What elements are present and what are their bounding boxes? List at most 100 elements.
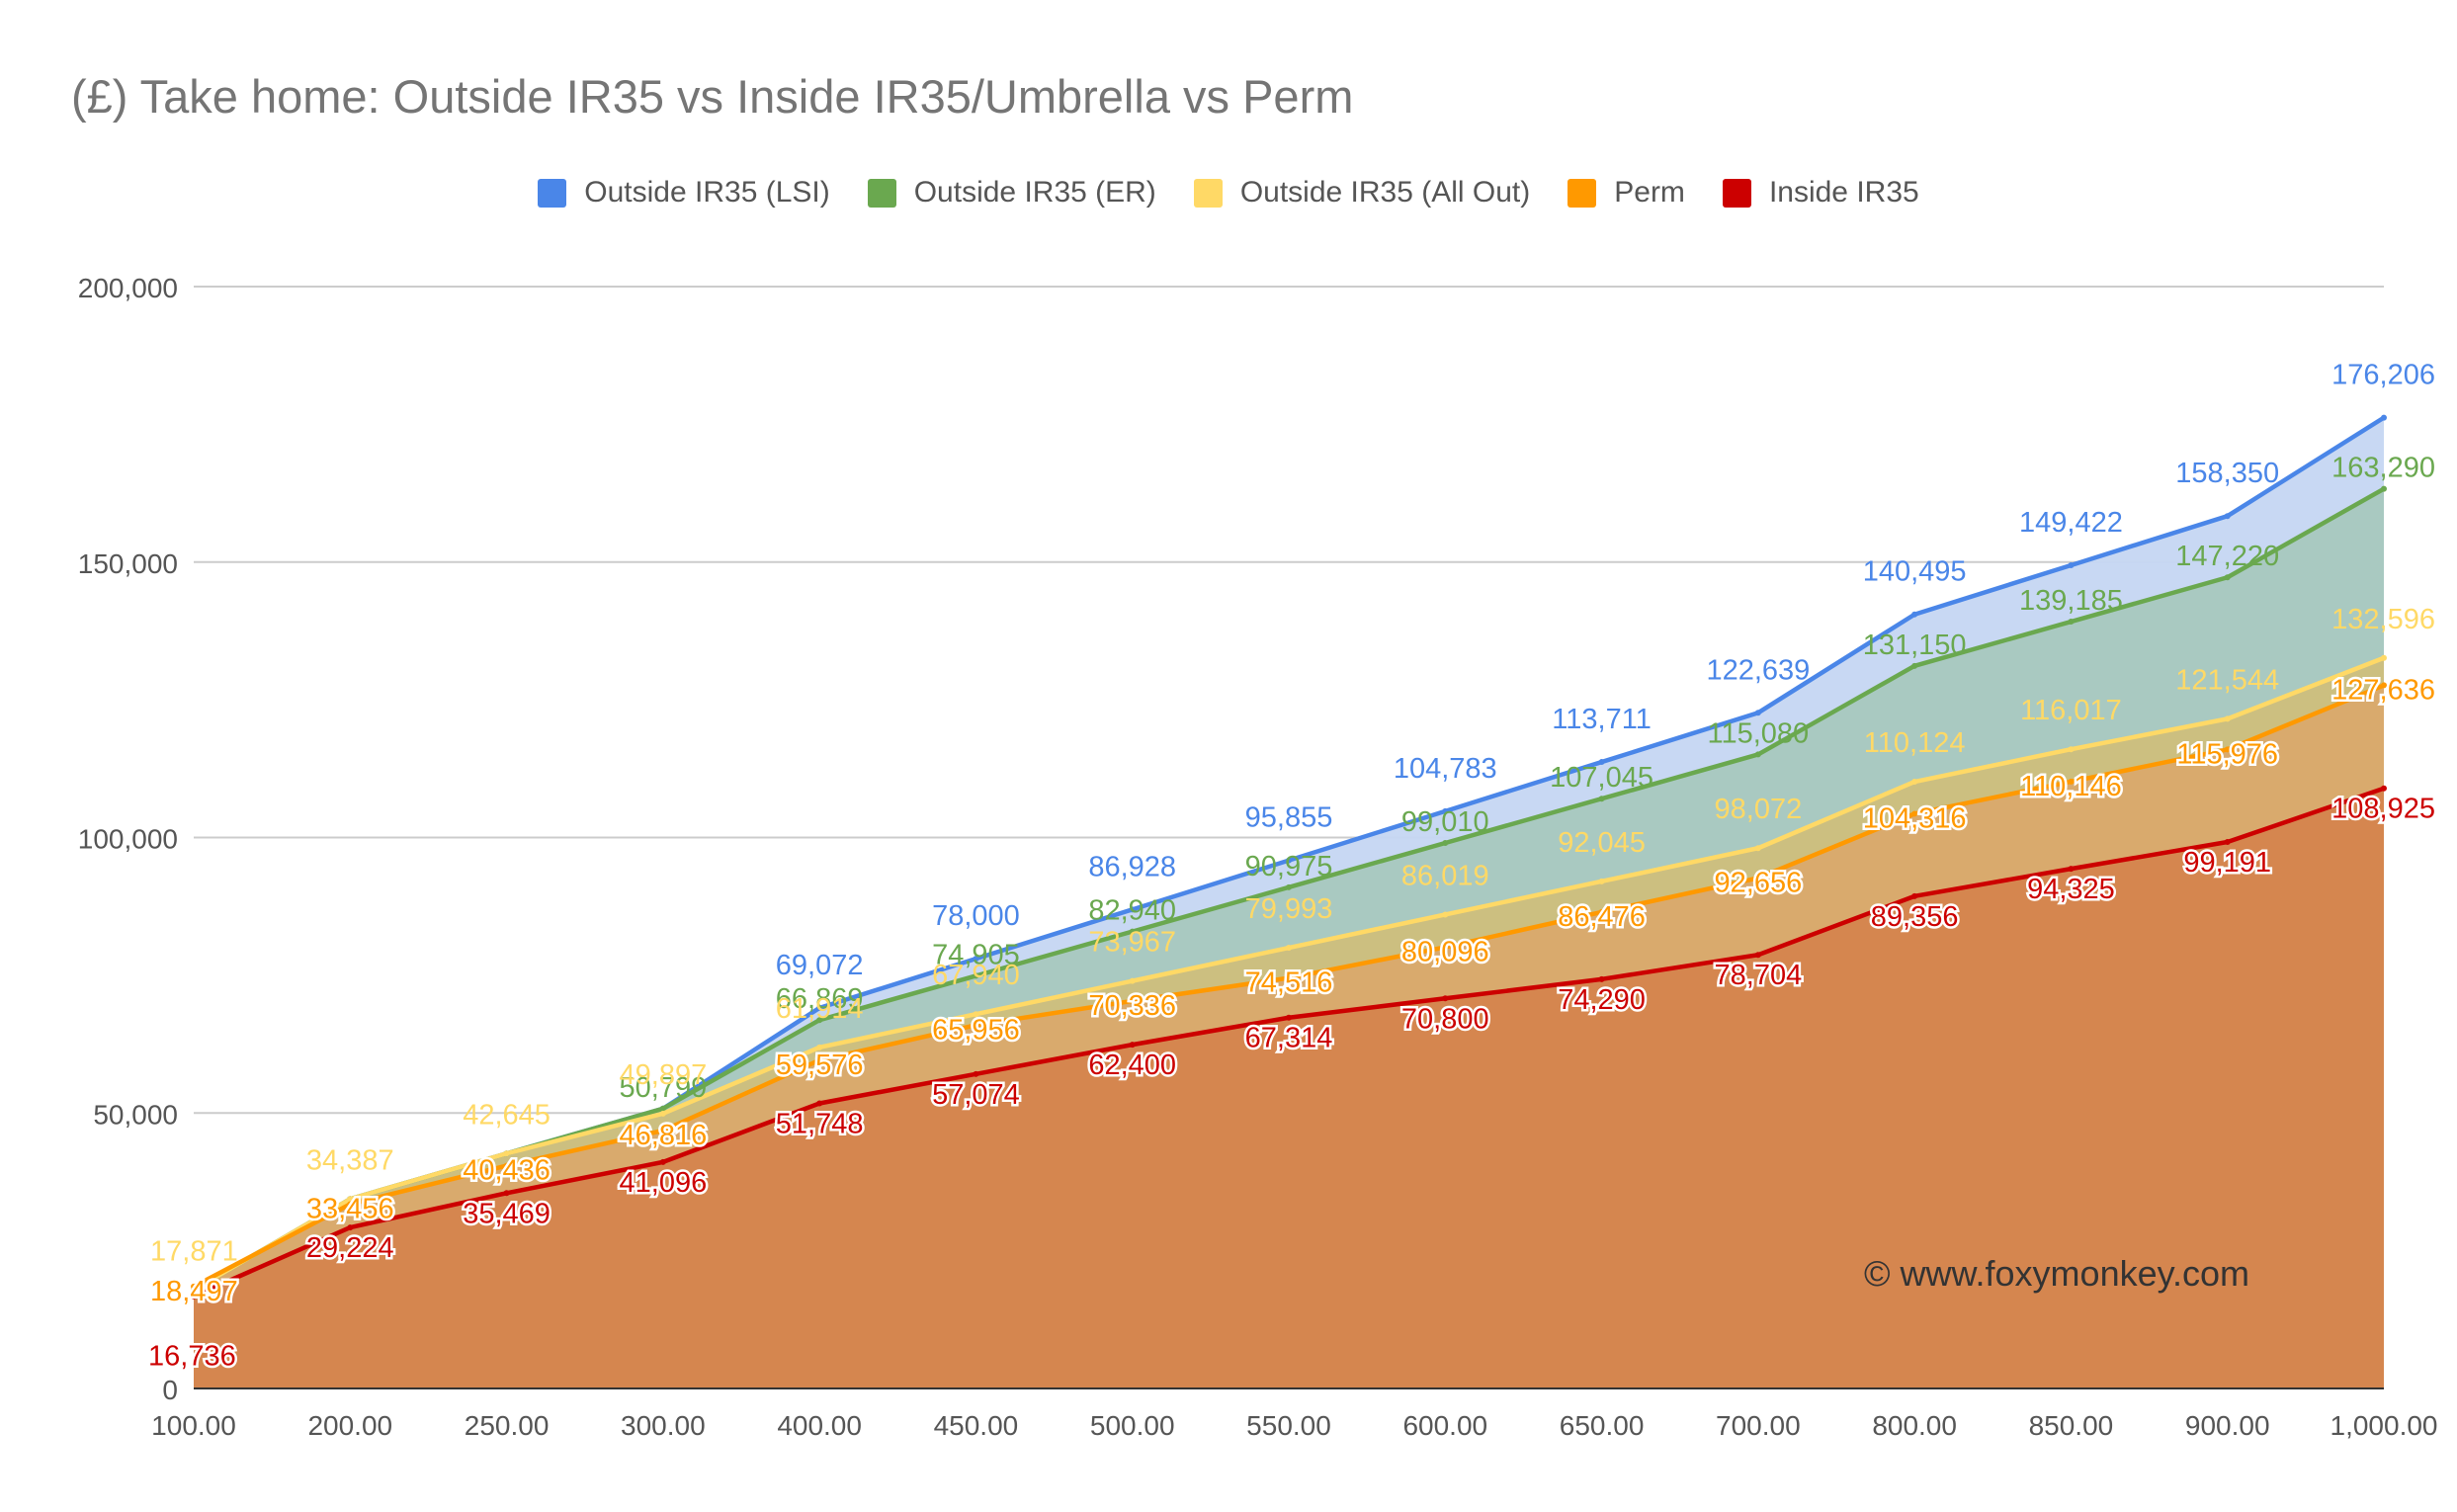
data-point (1598, 796, 1605, 802)
data-point (2068, 746, 2075, 753)
x-tick-label: 100.00 (151, 1410, 236, 1441)
data-label: 98,072 (1715, 794, 1803, 825)
data-point (659, 1128, 666, 1134)
label-layer: 69,072 78,000 86,928 95,855 104,783 113,711 12… (146, 360, 2438, 1376)
x-tick-label: 850.00 (2029, 1410, 2114, 1441)
data-point (659, 1105, 666, 1112)
data-label: 113,711 (1552, 704, 1652, 735)
data-point (2068, 866, 2075, 873)
data-point (973, 972, 979, 979)
x-tick-label: 550.00 (1246, 1410, 1331, 1441)
x-tick-label: 500.00 (1090, 1410, 1175, 1441)
data-label: 127,636 (2331, 674, 2435, 706)
data-label: 73,967 (1088, 927, 1176, 959)
data-label: 99,191 (2183, 847, 2271, 879)
data-label: 147,220 (2175, 541, 2279, 572)
data-point (973, 1011, 979, 1018)
data-point (1286, 857, 1292, 864)
data-label: 41,096 (620, 1167, 708, 1199)
data-label: 51,748 (776, 1109, 864, 1140)
data-label: 122,639 (1706, 654, 1810, 686)
legend-swatch-outside-lsi (538, 178, 567, 208)
data-point (1754, 845, 1761, 852)
data-point (1442, 995, 1449, 1002)
x-tick-label: 1,000.00 (2330, 1410, 2438, 1441)
legend-label-outside-all-out: Outside IR35 (All Out) (1239, 176, 1531, 209)
data-label: 108,925 (2331, 794, 2435, 825)
data-label: 74,516 (1245, 967, 1333, 999)
data-label: 110,124 (1864, 727, 1966, 759)
legend-label-inside-ir35: Inside IR35 (1768, 176, 1919, 209)
data-label: 132,596 (2331, 604, 2435, 635)
data-point (191, 1293, 197, 1300)
x-tick-label: 400.00 (777, 1410, 862, 1441)
data-point (2068, 561, 2075, 568)
x-tick-label: 600.00 (1402, 1410, 1487, 1441)
data-point (1129, 997, 1136, 1004)
x-tick-label: 800.00 (1872, 1410, 1957, 1441)
legend-item-inside-ir35[interactable]: Inside IR35 (1722, 176, 1919, 210)
chart-legend: Outside IR35 (LSI) Outside IR35 (ER) Out… (0, 176, 2457, 210)
data-point (1911, 662, 1918, 669)
data-label: 65,956 (932, 1014, 1020, 1046)
legend-item-outside-all-out[interactable]: Outside IR35 (All Out) (1193, 176, 1531, 210)
data-point (659, 1110, 666, 1117)
data-point (2224, 574, 2231, 581)
data-point (347, 1224, 354, 1231)
data-label: 95,855 (1245, 802, 1333, 834)
data-point (1598, 908, 1605, 915)
data-label: 104,316 (1863, 802, 1967, 834)
data-label: 42,645 (463, 1099, 551, 1131)
data-point (1286, 945, 1292, 952)
data-label: 86,476 (1558, 901, 1646, 933)
data-point (1911, 779, 1918, 786)
data-label: 104,783 (1394, 753, 1497, 785)
legend-item-perm[interactable]: Perm (1567, 176, 1685, 210)
chart-title: (£) Take home: Outside IR35 vs Inside IR… (71, 70, 1354, 123)
legend-swatch-outside-all-out (1193, 178, 1223, 208)
y-tick-label: 50,000 (93, 1099, 178, 1130)
data-label: 86,019 (1401, 860, 1489, 891)
data-label: 69,072 (776, 950, 864, 981)
legend-item-outside-lsi[interactable]: Outside IR35 (LSI) (538, 176, 830, 210)
data-point (659, 1158, 666, 1165)
data-label: 115,080 (1708, 717, 1810, 749)
data-label: 46,816 (620, 1120, 708, 1151)
x-tick-label: 700.00 (1716, 1410, 1801, 1441)
x-tick-label: 250.00 (465, 1410, 550, 1441)
y-tick-label: 100,000 (78, 824, 178, 855)
data-point (1754, 952, 1761, 959)
data-label: 92,656 (1715, 867, 1803, 898)
data-point (1129, 906, 1136, 913)
data-label: 66,869 (776, 983, 864, 1015)
data-label: 18,497 (150, 1276, 238, 1307)
legend-label-outside-er: Outside IR35 (ER) (913, 176, 1156, 209)
legend-item-outside-er[interactable]: Outside IR35 (ER) (867, 176, 1156, 210)
data-point (1754, 710, 1761, 716)
data-point (347, 1196, 354, 1203)
data-point (1598, 759, 1605, 766)
data-point (1754, 875, 1761, 882)
y-tick-label: 150,000 (78, 548, 178, 579)
data-point (1442, 840, 1449, 847)
data-point (816, 1056, 823, 1063)
data-point (1442, 944, 1449, 951)
data-label: 110,146 (2020, 771, 2122, 802)
data-label: 99,010 (1401, 806, 1489, 838)
y-tick-label: 0 (162, 1375, 178, 1405)
data-label: 29,224 (306, 1232, 394, 1264)
data-point (1129, 928, 1136, 935)
data-label: 158,350 (2175, 458, 2279, 489)
data-label: 16,736 (148, 1341, 236, 1373)
data-label: 80,096 (1401, 936, 1489, 967)
data-label: 116,017 (2020, 695, 2122, 726)
data-label: 57,074 (932, 1079, 1020, 1111)
data-label: 49,897 (620, 1059, 708, 1091)
x-tick-label: 900.00 (2185, 1410, 2270, 1441)
legend-swatch-inside-ir35 (1722, 178, 1751, 208)
data-label: 59,576 (776, 1050, 864, 1081)
data-point (1442, 911, 1449, 918)
data-label: 176,206 (2331, 360, 2435, 391)
data-label: 140,495 (1863, 556, 1967, 588)
